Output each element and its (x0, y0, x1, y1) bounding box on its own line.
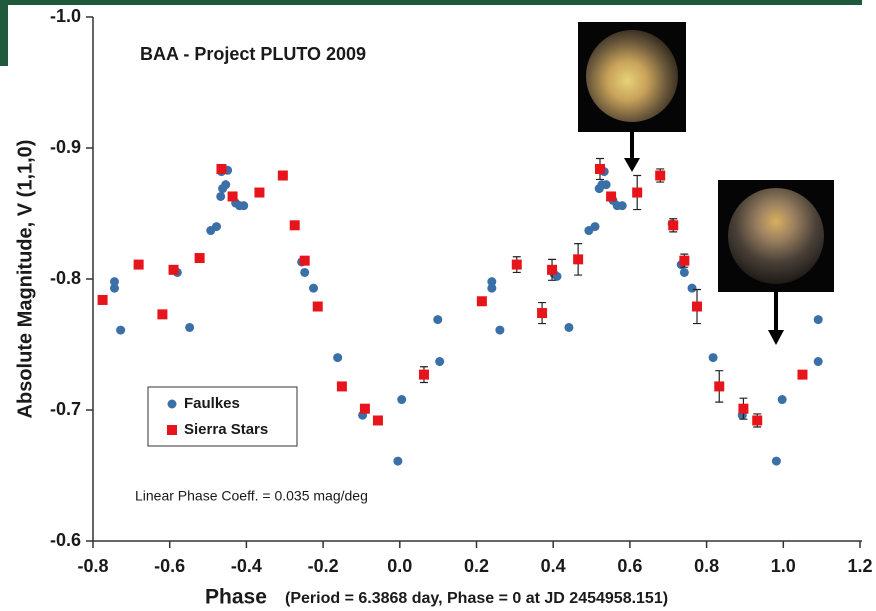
data-point (397, 395, 406, 404)
data-point (98, 295, 108, 305)
data-point (221, 180, 230, 189)
data-point (212, 222, 221, 231)
banner-corner (0, 0, 8, 66)
x-tick-label: 1.0 (771, 556, 796, 576)
data-point (814, 357, 823, 366)
data-point (797, 370, 807, 380)
data-point (300, 256, 310, 266)
data-point (692, 302, 702, 312)
y-tick-label: -0.8 (50, 268, 81, 288)
data-point (185, 323, 194, 332)
y-tick-label: -0.7 (50, 399, 81, 419)
data-point (495, 326, 504, 335)
data-point (239, 201, 248, 210)
data-point (778, 395, 787, 404)
data-point (433, 315, 442, 324)
data-point (618, 201, 627, 210)
data-point (632, 188, 642, 198)
data-point (254, 188, 264, 198)
data-point (169, 265, 179, 275)
x-tick-label: 0.8 (694, 556, 719, 576)
data-point (680, 268, 689, 277)
banner-strip (0, 0, 862, 5)
x-axis-note: (Period = 6.3868 day, Phase = 0 at JD 24… (285, 590, 668, 607)
data-point (333, 353, 342, 362)
y-axis-label: Absolute Magnitude, V (1,1,0) (14, 140, 36, 419)
x-tick-label: 0.4 (541, 556, 566, 576)
x-tick-label: -0.8 (77, 556, 108, 576)
data-point (814, 315, 823, 324)
x-tick-label: -0.2 (308, 556, 339, 576)
chart: BAA - Project PLUTO 2009 Linear Phase Co… (0, 0, 876, 611)
data-point (564, 323, 573, 332)
data-point (216, 164, 226, 174)
x-tick-label: 0.0 (387, 556, 412, 576)
data-point (393, 457, 402, 466)
annotation: Linear Phase Coeff. = 0.035 mag/deg (135, 488, 368, 504)
data-point (573, 254, 583, 264)
data-point (477, 296, 487, 306)
data-point (738, 404, 748, 414)
data-point (309, 284, 318, 293)
data-point (116, 326, 125, 335)
chart-title: BAA - Project PLUTO 2009 (140, 44, 366, 64)
data-point (602, 180, 611, 189)
data-point (278, 171, 288, 181)
data-point (512, 260, 522, 270)
data-point (157, 309, 167, 319)
y-tick-label: -1.0 (50, 6, 81, 26)
legend-label: Sierra Stars (184, 421, 268, 438)
data-point (772, 457, 781, 466)
data-point (134, 260, 144, 270)
legend-marker (167, 425, 177, 435)
data-point (709, 353, 718, 362)
data-point (655, 171, 665, 181)
data-point (110, 284, 119, 293)
data-point (228, 191, 238, 201)
data-point (195, 253, 205, 263)
data-point (595, 164, 605, 174)
x-tick-label: 0.2 (464, 556, 489, 576)
x-tick-label: 1.2 (847, 556, 872, 576)
pluto-image (578, 22, 686, 172)
x-tick-label: -0.6 (154, 556, 185, 576)
data-point (313, 302, 323, 312)
data-point (714, 381, 724, 391)
data-point (487, 284, 496, 293)
data-point (752, 415, 762, 425)
data-point (606, 191, 616, 201)
data-point (337, 381, 347, 391)
data-point (679, 256, 689, 266)
legend-label: Faulkes (184, 395, 240, 412)
x-tick-label: -0.4 (231, 556, 262, 576)
data-point (537, 308, 547, 318)
data-point (290, 220, 300, 230)
data-point (547, 265, 557, 275)
x-axis-label: Phase (205, 586, 267, 609)
data-point (688, 284, 697, 293)
y-tick-label: -0.9 (50, 137, 81, 157)
data-point (360, 404, 370, 414)
data-point (300, 268, 309, 277)
data-point (668, 220, 678, 230)
y-tick-label: -0.6 (50, 530, 81, 550)
data-point (216, 192, 225, 201)
legend-marker (168, 400, 177, 409)
data-point (419, 370, 429, 380)
data-point (591, 222, 600, 231)
data-point (435, 357, 444, 366)
data-point (373, 415, 383, 425)
x-tick-label: 0.6 (617, 556, 642, 576)
